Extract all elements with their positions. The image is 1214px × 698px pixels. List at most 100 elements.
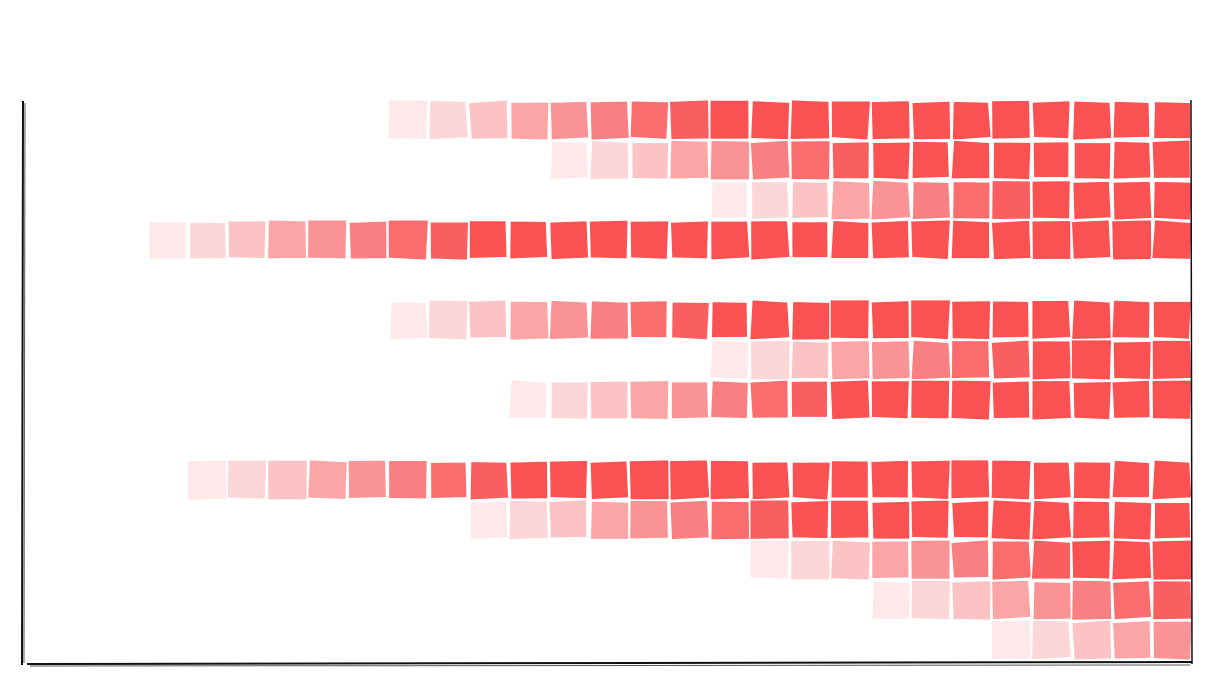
heatmap-cell (910, 579, 952, 621)
heatmap-cell (1151, 339, 1193, 381)
heatmap-cell (588, 139, 630, 181)
heatmap-cell (549, 140, 590, 181)
heatmap-cell (1072, 380, 1113, 421)
heatmap-cell (387, 98, 429, 141)
heatmap-cell (1032, 140, 1070, 179)
heatmap-cell (669, 219, 710, 260)
heatmap-cell (1110, 299, 1152, 340)
heatmap-cell (1030, 499, 1073, 542)
heatmap-cell (750, 460, 791, 501)
heatmap-cell (549, 380, 590, 421)
heatmap-cell (991, 379, 1031, 420)
heatmap-cell (749, 99, 791, 141)
heatmap-cell (147, 220, 188, 261)
heatmap-cell (829, 179, 872, 221)
heatmap-cell (348, 220, 388, 260)
heatmap-cell (548, 459, 589, 500)
heatmap-cell (829, 298, 871, 340)
heatmap-cell (909, 298, 952, 341)
heatmap-cell (990, 179, 1032, 221)
axes-layer (21, 99, 1193, 667)
heatmap-cell (708, 99, 751, 141)
heatmap-cell (548, 299, 590, 341)
heatmap-cell (1151, 579, 1193, 621)
heatmap-cell (748, 378, 790, 420)
right-border-line (1190, 99, 1193, 665)
heatmap-cell (548, 219, 590, 261)
heatmap-cell (631, 141, 670, 181)
heatmap-cell (709, 139, 751, 181)
heatmap-cell (668, 98, 711, 141)
heatmap-cell (1031, 99, 1072, 140)
heatmap-cell (389, 301, 430, 342)
heatmap-cell (1071, 99, 1113, 142)
heatmap-cell (1073, 141, 1112, 181)
heatmap-cell (306, 458, 349, 501)
heatmap-cell (588, 299, 630, 341)
heatmap-cell (387, 218, 430, 262)
heatmap-cell (990, 619, 1032, 661)
heatmap-cell (829, 339, 872, 381)
heatmap-cell (749, 339, 792, 382)
heatmap-cell (1032, 460, 1073, 501)
heatmap-cell (749, 539, 791, 581)
heatmap-cell (789, 539, 832, 581)
heatmap-cell (870, 379, 911, 420)
heatmap-cell (1111, 619, 1152, 661)
heatmap-cell (869, 459, 910, 499)
heatmap-cell (950, 219, 991, 260)
heatmap-cell (509, 101, 550, 142)
heatmap-cell (1111, 459, 1151, 499)
heatmap-cell (1151, 139, 1192, 180)
heatmap-cell (869, 179, 912, 222)
heatmap-cell (951, 180, 992, 221)
heatmap-cell (789, 139, 832, 181)
heatmap-cell (749, 139, 792, 182)
heatmap-cell (547, 498, 588, 539)
heatmap-cell (1152, 180, 1194, 222)
heatmap-cell (1110, 218, 1153, 261)
heatmap-cell (1110, 379, 1152, 420)
heatmap-cell (870, 99, 912, 141)
heatmap-cell (990, 338, 1032, 381)
heatmap-cell (266, 218, 308, 260)
heatmap-cell (910, 339, 952, 382)
heatmap-cell (909, 539, 952, 581)
heatmap-cell (709, 220, 751, 262)
heatmap-cell (870, 339, 912, 381)
heatmap-cell (991, 539, 1033, 582)
heatmap-cell (829, 539, 872, 582)
heatmap-cell (709, 459, 751, 501)
heatmap-cell (226, 459, 268, 501)
heatmap-cell (427, 298, 470, 342)
heatmap-cell (790, 339, 830, 380)
heatmap-cell (670, 380, 710, 420)
heatmap-cell (508, 499, 550, 541)
heatmap-cell (749, 219, 792, 262)
heatmap-cell (909, 499, 951, 540)
heatmap-cell (1071, 180, 1113, 221)
heatmap-cell (1031, 179, 1072, 220)
heatmap-cell (990, 99, 1032, 141)
heatmap-cell (989, 498, 1033, 542)
heatmap-cell (1030, 299, 1072, 341)
heatmap-cell (467, 299, 508, 340)
heatmap-cell (1030, 619, 1073, 662)
heatmap-cell (469, 500, 510, 541)
heatmap-cell (789, 98, 831, 141)
heatmap-cell (791, 460, 832, 502)
heatmap-cell (469, 460, 510, 502)
heatmap-cell (709, 500, 751, 541)
heatmap-cell (1030, 219, 1072, 261)
heatmap-cell (1112, 100, 1151, 140)
heatmap-cell (750, 180, 791, 221)
heatmap-cell (911, 140, 951, 180)
heatmap-cell (830, 459, 870, 499)
heatmap-cell (1150, 218, 1193, 261)
heatmap-cell (186, 459, 229, 502)
heatmap-cell (668, 499, 711, 541)
heatmap-cell (950, 499, 990, 539)
heatmap-cell (347, 459, 388, 500)
heatmap-cell (429, 461, 468, 500)
heatmap-cell (668, 458, 711, 502)
